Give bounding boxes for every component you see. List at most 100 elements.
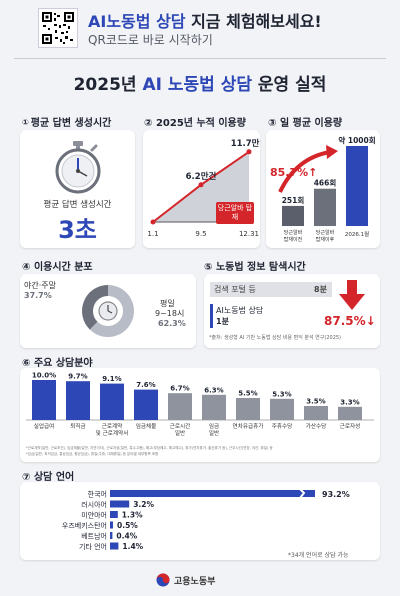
bar-value-label: 9.7% [68,373,87,381]
bar [270,398,294,420]
section-number: ⑥ [22,358,31,369]
x-tick-label: 및 근로계약서 [96,429,129,437]
main-title-year: 2025년 [73,75,143,95]
main-title-highlight: AI 노동법 상담 [142,75,252,95]
x-tick-label: 주휴수당 [272,423,293,430]
response-time-label: 평균 답변 생성시간 [43,200,112,210]
x-tick-label: 12.31 [239,230,259,238]
bar-value-label: 7.6% [136,381,155,389]
section-title-text: 노동법 정보 탐색시간 [215,262,306,273]
bar-value-label: 3.3% [340,398,359,406]
kakao-callout: 당근알바 탑재 [216,202,254,224]
bar-value-label: 1.4% [122,542,143,551]
growth-rate: 85.7%↑ [270,166,318,179]
source-note: *출처: 생성형 AI 기반 노동법 상담 비용 편익 분석 연구(2025) [209,335,342,341]
x-tick-label: 1.1 [147,230,158,238]
divider [14,58,386,59]
footnote-1: *근로계약(일반, 근로조건), 임금체불(일반, 지연이자), 근로자성(일반… [26,446,273,450]
bar [110,532,113,539]
x-tick-label: 근로자성 [340,422,361,430]
y-tick-label: 우즈베키스탄어 [62,521,107,530]
section-title-text: 일 평균 이용량 [279,118,343,129]
section-title-text: 2025년 누적 이용량 [155,118,246,129]
section-6-card: 10.0% 실업급여 9.7% 퇴직금 9.1% 근로계약 및 근로계약서 7.6% 임금체불 6… [20,368,380,462]
data-point [150,219,156,225]
usage-time-donut [82,285,134,337]
weekday-label-1: 평일 [160,299,175,308]
x-tick-label: 당근알바 [284,229,303,236]
pie-slice [82,285,108,330]
x-tick-label: 탑재이전 [284,236,303,243]
portal-bar [210,282,332,297]
bar-value-label: 6.7% [170,385,189,393]
x-tick-label: 9.5 [195,230,206,238]
x-tick-label: 일반 [209,429,219,437]
section-number: ③ [268,118,277,129]
x-tick-label: 임금체불 [136,422,157,430]
ai-bar [210,304,213,328]
bar [338,406,362,420]
ai-value: 1분 [216,317,229,326]
section-4-card: 야간·주말 37.7% 평일 9~18시 62.3% [20,274,196,348]
cumulative-usage-chart: 1.1 9.5 6.2만건 12.31 11.7만건 [147,138,260,238]
response-time-value: 3초 [58,216,97,244]
weekday-value: 62.3% [158,319,186,328]
axis-break-mark [299,488,306,499]
ai-label: AI노동법 상담 [216,306,264,315]
callout-text: 당근알바 탑재 [217,204,253,221]
x-tick-label: 가산수당 [306,422,327,430]
bar-value-label: 0.5% [117,521,138,530]
section-number: ① [22,118,29,127]
bar [346,146,368,226]
section-3-card: 251회 466회 약 1000회 당근알바 탑재이전 당근알바 탑재이후 2026.1월 8… [266,130,380,248]
section-5-card: 검색 포털 등 8분 AI노동법 상담 1분 87.5%↓ *출처: 생성형 A… [204,274,380,348]
language-note: *34개 언어로 상담 가능 [288,552,349,559]
bar-value-label: 5.5% [238,390,257,398]
bar-value-label: 3.2% [133,500,154,509]
weekend-value: 37.7% [24,291,52,300]
section-6-title: ⑥ 주요 상담분야 [22,354,93,369]
bar [32,380,56,420]
clock-hand [107,310,113,314]
x-tick-label: 실업급여 [34,422,55,430]
down-arrow-icon [339,280,365,310]
section-number: ② [144,118,153,129]
ministry-logo: 고용노동부 [156,572,215,588]
x-tick-label: 당근알바 [316,229,335,236]
headline-subline: QR코드로 바로 시작하기 [88,33,213,47]
section-number: ⑦ [22,472,31,483]
x-tick-label: 퇴직금 [70,422,85,430]
section-title-text: 이용시간 분포 [33,262,93,273]
data-point [246,149,252,155]
x-tick-label: 2026.1월 [345,230,369,238]
data-point [198,182,204,188]
data-label: 11.7만건 [231,138,260,149]
section-1-card: 평균 답변 생성시간 3초 [20,130,135,248]
bar [236,398,260,420]
bar [134,389,158,420]
main-title-suffix: 운영 실적 [252,75,327,95]
bar-value-label: 93.2% [322,490,350,499]
weekday-label-2: 9~18시 [155,309,185,318]
bar-value-label: 466회 [314,178,337,188]
x-tick-label: 탑재이후 [316,236,335,243]
bar [110,511,118,518]
qr-code-image [41,11,75,45]
consultation-language-chart: 한국어 93.2% 러시아어 3.2% 미얀마어 1.3% 우즈베키스탄어 0.5% 베트남어 0… [62,488,350,551]
trend-arrow-curve [278,150,331,193]
headline-highlight: AI노동법 상담 [88,12,186,31]
weekend-label: 야간·주말 [24,281,56,290]
y-tick-label: 미얀마어 [81,511,107,520]
portal-value: 8분 [314,285,327,294]
y-tick-label: 한국어 [88,490,107,499]
section-5-title: ⑤ 노동법 정보 탐색시간 [204,258,306,273]
section-title-text: 주요 상담분야 [33,358,93,369]
qr-code[interactable] [38,8,78,48]
bar-value-label: 251회 [282,195,305,205]
bar [110,500,130,508]
bar-value-label: 0.4% [116,532,137,541]
portal-label: 검색 포털 등 [214,285,256,294]
section-4-title: ④ 이용시간 분포 [22,258,93,273]
